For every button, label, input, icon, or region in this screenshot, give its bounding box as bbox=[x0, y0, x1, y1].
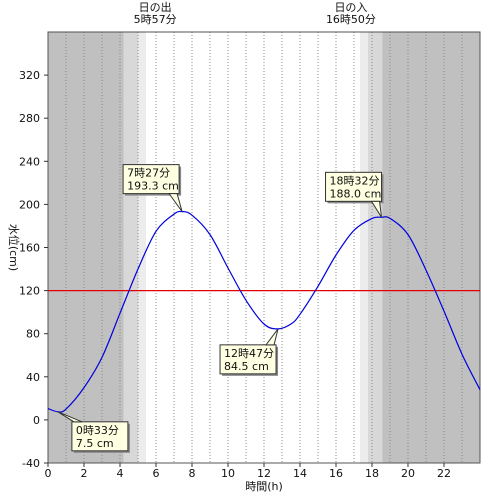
x-tick-label: 16 bbox=[329, 467, 343, 480]
day-band bbox=[146, 32, 360, 463]
y-axis-title: 水位(cm) bbox=[7, 224, 21, 271]
y-tick-label: 240 bbox=[19, 155, 40, 168]
x-tick-label: 20 bbox=[401, 467, 415, 480]
y-tick-label: 80 bbox=[26, 328, 40, 341]
night-band bbox=[48, 32, 124, 463]
twilight-band bbox=[138, 32, 147, 463]
annotation-time: 12時47分 bbox=[224, 347, 274, 360]
annotation-box bbox=[325, 171, 383, 202]
axis-ticks: 0 2 4 6 8 10 12 14 16 18 20 22 -40 0 40 80 120 160 200 240 2… bbox=[19, 69, 451, 480]
x-tick-label: 14 bbox=[293, 467, 307, 480]
annotation-time: 7時27分 bbox=[127, 167, 170, 180]
night-band bbox=[382, 32, 480, 463]
y-tick-label: -40 bbox=[22, 457, 40, 470]
x-tick-label: 10 bbox=[221, 467, 235, 480]
y-tick-label: 320 bbox=[19, 69, 40, 82]
y-tick-label: 200 bbox=[19, 198, 40, 211]
x-tick-label: 8 bbox=[189, 467, 196, 480]
y-tick-label: 160 bbox=[19, 242, 40, 255]
twilight-band bbox=[368, 32, 383, 463]
y-tick-label: 0 bbox=[33, 414, 40, 427]
x-tick-label: 2 bbox=[81, 467, 88, 480]
annotation-pointer bbox=[370, 200, 383, 218]
x-tick-label: 0 bbox=[45, 467, 52, 480]
annotation-value: 193.3 cm bbox=[127, 180, 179, 193]
twilight-band bbox=[123, 32, 138, 463]
annotation-value: 188.0 cm bbox=[330, 187, 382, 200]
x-tick-label: 22 bbox=[437, 467, 451, 480]
sunrise-time: 5時57分 bbox=[134, 13, 177, 26]
sunset-time: 16時50分 bbox=[326, 13, 376, 26]
annotation-box bbox=[122, 164, 180, 195]
x-tick-label: 4 bbox=[117, 467, 124, 480]
sunrise-label: 日の出 bbox=[139, 0, 172, 14]
x-tick-label: 6 bbox=[153, 467, 160, 480]
y-tick-label: 120 bbox=[19, 285, 40, 298]
annotation-pointer bbox=[168, 193, 183, 212]
annotation-box bbox=[71, 421, 129, 452]
y-tick-label: 40 bbox=[26, 371, 40, 384]
annotation-pointer bbox=[57, 411, 83, 423]
annotation-time: 0時33分 bbox=[76, 424, 119, 437]
sunset-label: 日の入 bbox=[334, 1, 367, 14]
y-tick-label: 280 bbox=[19, 112, 40, 125]
annotation-box bbox=[219, 344, 277, 375]
x-tick-label: 12 bbox=[257, 467, 271, 480]
annotation-value: 84.5 cm bbox=[224, 360, 269, 373]
tide-series-line bbox=[47, 210, 481, 413]
x-axis-title: 時間(h) bbox=[245, 480, 283, 493]
twilight-band bbox=[359, 32, 369, 463]
daylight-shading bbox=[48, 32, 480, 463]
annotation-time: 18時32分 bbox=[330, 174, 380, 187]
annotation-pointer bbox=[265, 328, 279, 346]
sun-headers: 日の出 5時57分 日の入 16時50分 bbox=[134, 0, 376, 26]
annotation-value: 7.5 cm bbox=[76, 437, 114, 450]
x-tick-label: 18 bbox=[365, 467, 379, 480]
